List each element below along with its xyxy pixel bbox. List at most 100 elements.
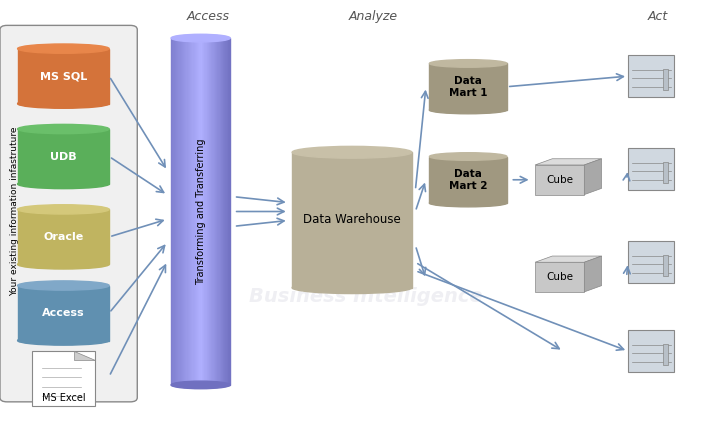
Bar <box>192 38 194 385</box>
Bar <box>191 38 192 385</box>
Ellipse shape <box>292 282 412 294</box>
Ellipse shape <box>18 124 109 134</box>
Ellipse shape <box>429 106 507 114</box>
Bar <box>629 241 674 283</box>
Bar <box>220 38 221 385</box>
Bar <box>429 63 507 110</box>
Ellipse shape <box>429 199 507 207</box>
Ellipse shape <box>18 281 109 290</box>
Bar <box>227 38 228 385</box>
Bar <box>225 38 227 385</box>
Bar <box>185 38 187 385</box>
Text: Business Intelligence: Business Intelligence <box>249 287 483 305</box>
Polygon shape <box>74 351 95 360</box>
Bar <box>197 38 199 385</box>
Bar <box>177 38 178 385</box>
Bar <box>222 38 223 385</box>
Bar <box>292 152 412 288</box>
Text: Data Warehouse: Data Warehouse <box>303 214 401 226</box>
Bar <box>202 38 203 385</box>
Bar <box>172 38 173 385</box>
Bar <box>201 38 202 385</box>
Bar <box>199 38 201 385</box>
Bar <box>629 330 674 372</box>
Bar <box>180 38 182 385</box>
Bar <box>183 38 184 385</box>
Text: Data
Mart 2: Data Mart 2 <box>449 169 487 191</box>
Bar <box>218 38 220 385</box>
Ellipse shape <box>171 381 230 389</box>
FancyBboxPatch shape <box>0 25 137 402</box>
Bar <box>175 38 176 385</box>
Bar <box>195 38 196 385</box>
Bar <box>210 38 211 385</box>
Bar <box>216 38 218 385</box>
Text: Your existing information infastruture: Your existing information infastruture <box>10 127 18 296</box>
Bar <box>178 38 180 385</box>
Ellipse shape <box>18 205 109 214</box>
Bar <box>189 38 190 385</box>
Ellipse shape <box>18 336 109 345</box>
Ellipse shape <box>18 260 109 269</box>
Polygon shape <box>32 351 95 406</box>
Bar <box>173 38 175 385</box>
Bar <box>194 38 195 385</box>
Ellipse shape <box>18 44 109 53</box>
Bar <box>228 38 229 385</box>
Text: Analyze: Analyze <box>348 11 398 23</box>
Bar <box>206 38 208 385</box>
Polygon shape <box>535 165 584 195</box>
Polygon shape <box>584 159 601 195</box>
Bar <box>187 38 188 385</box>
Ellipse shape <box>292 146 412 158</box>
Bar <box>18 209 109 264</box>
Bar <box>190 38 191 385</box>
Ellipse shape <box>18 99 109 108</box>
Bar <box>229 38 230 385</box>
Text: Oracle: Oracle <box>43 232 84 242</box>
Bar <box>662 162 668 183</box>
Bar <box>204 38 206 385</box>
Text: Transforming and Transferring: Transforming and Transferring <box>196 138 206 285</box>
Text: Cube: Cube <box>546 175 573 185</box>
Bar <box>18 129 109 184</box>
Text: MS SQL: MS SQL <box>39 71 87 81</box>
Bar <box>188 38 189 385</box>
Text: Cube: Cube <box>546 272 573 282</box>
Bar <box>211 38 213 385</box>
Bar <box>215 38 216 385</box>
Bar <box>208 38 209 385</box>
Bar <box>182 38 183 385</box>
Text: Data
Mart 1: Data Mart 1 <box>449 76 487 98</box>
Polygon shape <box>535 256 601 262</box>
Text: Access: Access <box>186 11 230 23</box>
Ellipse shape <box>18 179 109 189</box>
Text: Access: Access <box>42 308 84 318</box>
Bar <box>629 55 674 97</box>
Bar <box>223 38 225 385</box>
Polygon shape <box>535 159 601 165</box>
Bar <box>221 38 222 385</box>
Text: MS Excel: MS Excel <box>42 393 85 403</box>
Bar <box>662 255 668 276</box>
Bar <box>662 344 668 365</box>
Bar <box>662 69 668 90</box>
Bar <box>629 148 674 190</box>
Polygon shape <box>535 262 584 292</box>
Ellipse shape <box>429 153 507 160</box>
Bar <box>203 38 204 385</box>
Bar <box>196 38 197 385</box>
Text: UDB: UDB <box>50 151 77 162</box>
Bar <box>429 157 507 203</box>
Bar <box>171 38 172 385</box>
Bar <box>18 286 109 341</box>
Text: Act: Act <box>648 11 668 23</box>
Ellipse shape <box>171 34 230 42</box>
Bar <box>18 49 109 104</box>
Bar <box>184 38 185 385</box>
Ellipse shape <box>429 60 507 67</box>
Polygon shape <box>584 256 601 292</box>
Bar <box>213 38 215 385</box>
Bar <box>209 38 210 385</box>
Bar <box>176 38 177 385</box>
